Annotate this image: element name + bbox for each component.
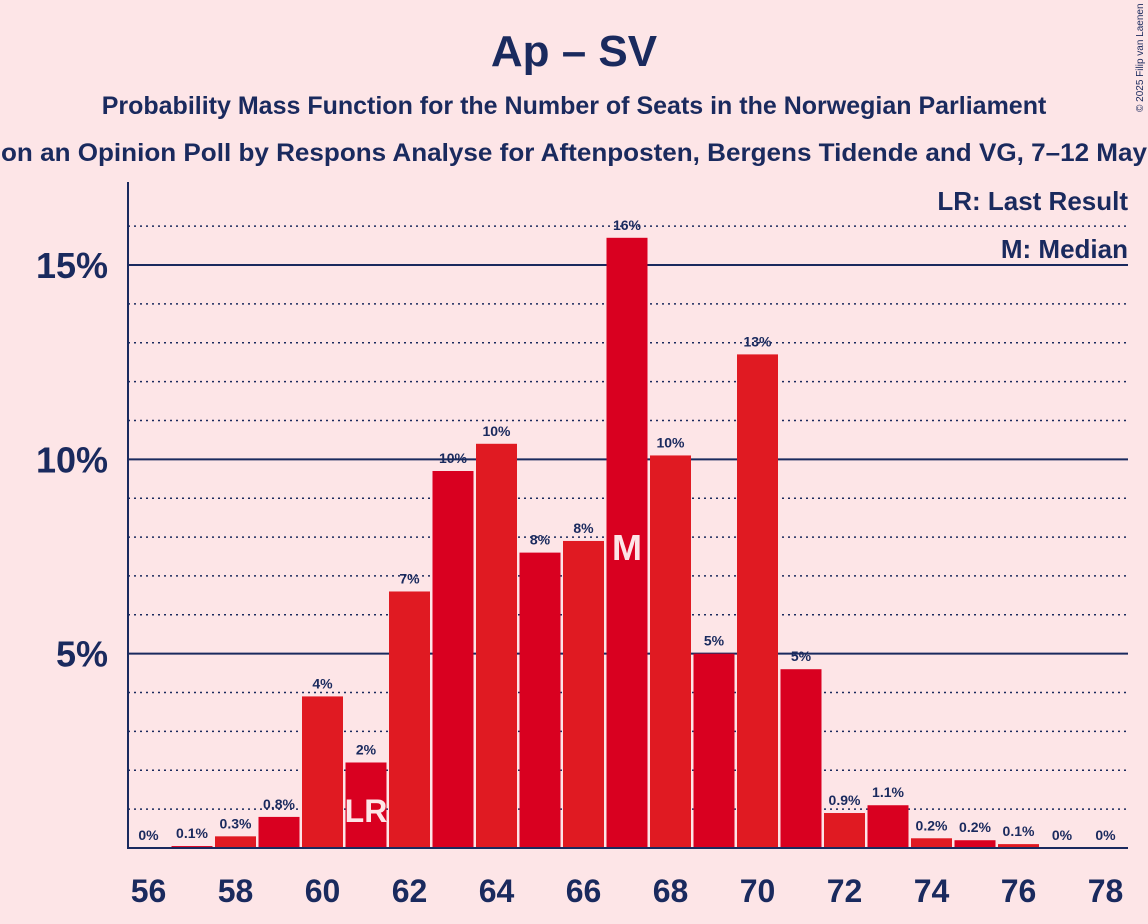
copyright-text: © 2025 Filip van Laenen [1135,3,1146,112]
bar-data-label: 16% [613,217,642,233]
markers: LR M [345,527,642,829]
last-result-marker: LR [345,793,388,829]
bar [258,816,300,848]
x-tick-label: 60 [305,873,341,909]
median-marker: M [612,527,642,568]
bar-data-label: 0% [138,827,159,843]
chart-title: Ap – SV [491,27,658,76]
bar-data-label: 13% [743,333,772,349]
bar [650,455,691,848]
x-tick-label: 66 [566,873,602,909]
bars [171,237,1039,848]
bar-data-label: 10% [482,423,511,439]
bar-data-label: 0% [1052,827,1073,843]
bar [780,669,822,848]
bar [693,653,735,848]
axes [127,182,1128,849]
bar [302,696,343,848]
x-tick-label: 58 [218,873,254,909]
bar-data-label: 10% [656,434,685,450]
bar-data-label: 5% [704,633,725,649]
bar-data-label: 0.1% [176,825,208,841]
x-tick-label: 64 [479,873,515,909]
bar-data-label: 5% [791,648,812,664]
bar [606,237,648,848]
bar-data-label: 8% [573,520,594,536]
bar [389,591,430,848]
bar [432,470,474,848]
y-tick-label: 10% [36,439,108,480]
legend-last-result: LR: Last Result [937,186,1128,216]
bar [954,840,996,848]
bar [867,805,909,848]
bar-labels: 0% 0.1% 0.3% 0.8% 4% 2% 7% 10% 10% 8% 8% 16% 10% 5% 13… [138,217,1116,843]
bar-data-label: 0.8% [263,796,295,812]
bar-data-label: 0% [1095,827,1116,843]
bar [215,836,256,848]
chart-subtitle-1: Probability Mass Function for the Number… [102,92,1047,120]
bar [476,443,517,848]
x-tick-label: 76 [1001,873,1037,909]
y-tick-labels: 5% 10% 15% [36,245,108,675]
bar-data-label: 8% [530,532,551,548]
bar-data-label: 0.2% [959,819,991,835]
bar [519,552,561,848]
chart-subtitle-2: on an Opinion Poll by Respons Analyse fo… [1,139,1147,167]
x-tick-label: 78 [1088,873,1124,909]
y-tick-label: 5% [56,634,108,675]
bar [998,844,1039,848]
y-tick-label: 15% [36,245,108,286]
bar [824,813,865,848]
bar-data-label: 0.2% [916,817,948,833]
bar [911,838,952,848]
bar-data-label: 10% [439,450,468,466]
x-tick-label: 68 [653,873,689,909]
x-tick-label: 74 [914,873,950,909]
bar-data-label: 4% [312,675,333,691]
bar [345,762,387,848]
bar-data-label: 0.9% [829,792,861,808]
bar-data-label: 0.3% [220,815,252,831]
bar [737,354,778,848]
bar-data-label: 1.1% [872,784,904,800]
x-tick-labels: 56 58 60 62 64 66 68 70 72 74 76 78 [131,873,1124,909]
bar-data-label: 0.1% [1003,823,1035,839]
x-tick-label: 62 [392,873,428,909]
bar [563,540,604,848]
x-tick-label: 56 [131,873,167,909]
bar-data-label: 2% [356,741,377,757]
x-tick-label: 72 [827,873,863,909]
bar-data-label: 7% [399,570,420,586]
legend-median: M: Median [1001,234,1128,264]
x-tick-label: 70 [740,873,776,909]
